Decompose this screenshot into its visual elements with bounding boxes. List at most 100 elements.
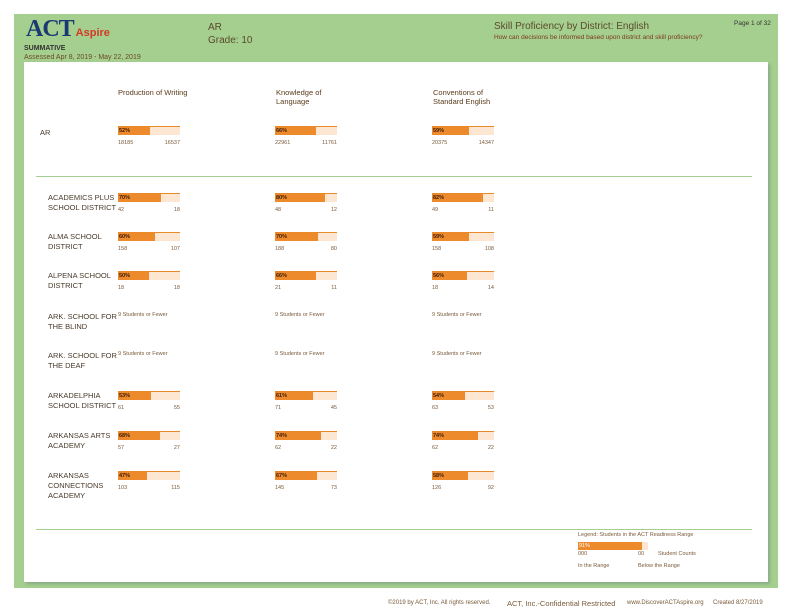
district-name: ALPENA SCHOOL DISTRICT [48,271,111,290]
column-header: Conventions of Standard English [433,88,491,106]
legend-below-label: Below the Range [638,563,680,569]
bar-fill [118,127,151,135]
in-range-count: 18 [432,285,439,291]
below-range-count: 45 [330,405,337,411]
legend-below-count: 00 [638,551,645,557]
skill-cell: 60% 158 107 [118,232,180,252]
readiness-bar: 59% [432,126,494,135]
district-name: ALMA SCHOOL DISTRICT [48,232,102,251]
below-range-count: 11761 [322,140,337,146]
readiness-bar: 66% [275,126,337,135]
readiness-bar: 82% [432,193,494,202]
below-range-count: 53 [487,405,494,411]
in-range-count: 63 [432,405,439,411]
skill-cell: 82% 49 11 [432,193,494,213]
readiness-bar: 74% [432,431,494,440]
column-header: Knowledge of Language [276,88,322,106]
district-name: ARKANSAS ARTS ACADEMY [48,431,111,450]
readiness-pct: 56% [433,273,445,279]
readiness-pct: 47% [119,473,131,479]
legend-in-count: 000 [578,551,588,557]
skill-cell: 74% 62 22 [432,431,494,451]
legend: Legend: Students in the ACT Readiness Ra… [578,532,696,569]
readiness-pct: 54% [433,393,445,399]
in-range-count: 145 [275,485,285,491]
divider [36,529,752,530]
readiness-bar: 80% [275,193,337,202]
readiness-bar: 70% [275,232,337,241]
state-label: AR [208,22,222,33]
skill-cell: 9 Students or Fewer [432,351,494,357]
bar-fill [432,233,469,241]
mode-label: SUMMATIVE [24,45,66,52]
bar-fill [432,392,466,400]
below-range-count: 92 [487,485,494,491]
district-name: ARK. SCHOOL FOR THE BLIND [48,312,117,331]
readiness-bar: 56% [432,271,494,280]
readiness-pct: 82% [433,195,445,201]
in-range-count: 126 [432,485,442,491]
legend-counts-label: Student Counts [658,551,696,557]
bar-fill [275,272,316,280]
in-range-count: 21 [275,285,282,291]
legend-in-label: In the Range [578,563,610,569]
bar-fill [275,194,325,202]
in-range-count: 49 [432,207,439,213]
in-range-count: 20375 [432,140,448,146]
readiness-pct: 70% [276,234,288,240]
in-range-count: 62 [275,445,282,451]
readiness-pct: 80% [276,195,288,201]
state-grade: AR Grade: 10 [208,21,252,47]
in-range-count: 103 [118,485,128,491]
readiness-pct: 70% [119,195,131,201]
bar-fill [275,472,317,480]
district-name: ACADEMICS PLUS SCHOOL DISTRICT [48,193,117,212]
small-group-note: 9 Students or Fewer [432,351,482,357]
skill-cell: 80% 48 12 [275,193,337,213]
bar-fill [432,272,467,280]
in-range-count: 158 [432,246,442,252]
bar-fill [275,127,316,135]
readiness-pct: 66% [276,273,288,279]
below-range-count: 16537 [164,140,180,146]
in-range-count: 158 [118,246,128,252]
skill-cell: 74% 62 22 [275,431,337,451]
district-name: ARKANSAS CONNECTIONS ACADEMY [48,471,104,500]
website-link[interactable]: www.DiscoverACTAspire.org [627,600,704,606]
skill-cell: 56% 18 14 [432,271,494,291]
in-range-count: 22961 [275,140,291,146]
bar-fill [118,432,161,440]
in-range-count: 42 [118,207,125,213]
below-range-count: 22 [330,445,337,451]
grade-label: Grade: 10 [208,35,253,46]
readiness-bar: 54% [432,391,494,400]
skill-cell: 9 Students or Fewer [118,351,180,357]
small-group-note: 9 Students or Fewer [432,312,482,318]
below-range-count: 14347 [478,140,494,146]
skill-cell: 68% 57 27 [118,431,180,451]
created-date: Created 8/27/2019 [713,600,763,606]
bar-fill [432,127,469,135]
skill-cell: 70% 188 80 [275,232,337,252]
district-name: AR [40,128,51,137]
below-range-count: 115 [171,485,180,491]
below-range-count: 108 [484,246,494,252]
readiness-pct: 59% [433,128,445,134]
legend-title: Legend: Students in the ACT Readiness Ra… [578,532,694,538]
below-range-count: 80 [330,246,337,252]
readiness-bar: 66% [275,271,337,280]
readiness-pct: 74% [276,433,288,439]
readiness-bar: 60% [118,232,180,241]
bar-fill [432,472,468,480]
below-range-count: 12 [330,207,337,213]
skill-cell: 9 Students or Fewer [275,351,337,357]
legend-bar-fill [578,542,642,550]
report-question: How can decisions be informed based upon… [494,34,703,41]
in-range-count: 18185 [118,140,134,146]
skill-cell: 59% 20375 14347 [432,126,494,146]
below-range-count: 11 [331,285,337,291]
small-group-note: 9 Students or Fewer [275,351,325,357]
below-range-count: 27 [173,445,180,451]
readiness-bar: 61% [275,391,337,400]
copyright: ©2019 by ACT, Inc. All rights reserved. [388,600,491,606]
